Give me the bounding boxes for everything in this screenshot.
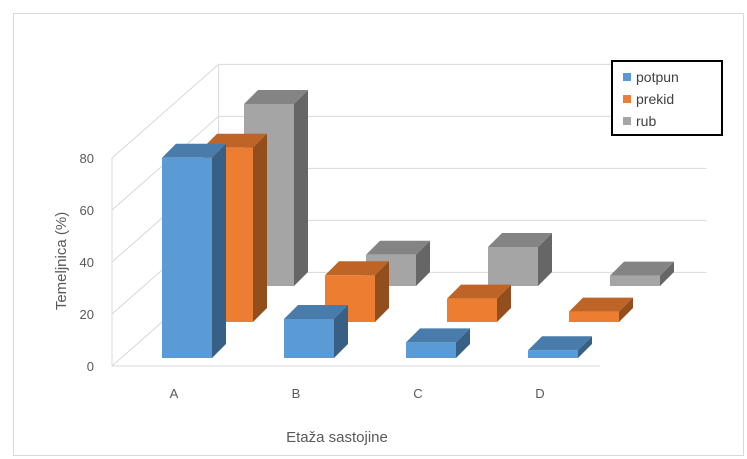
bar-rub-B <box>366 240 430 286</box>
y-axis-title: Temeljnica (%) <box>53 212 70 310</box>
x-tick-label-A: A <box>170 386 179 401</box>
x-axis-title: Etaža sastojine <box>286 429 388 446</box>
x-tick-label-B: B <box>292 386 301 401</box>
legend: potpun prekid rub <box>611 60 723 136</box>
bar-potpun-A <box>162 143 226 358</box>
legend-item-potpun: potpun <box>623 66 721 88</box>
tick-labels: 0 20 40 60 80 A B C D <box>80 151 545 401</box>
y-tick-label-1: 20 <box>80 307 94 322</box>
legend-swatch-rub <box>623 117 631 125</box>
legend-label-potpun: potpun <box>636 69 679 85</box>
bar-potpun-C <box>406 328 470 358</box>
y-tick-label-0: 0 <box>87 359 94 374</box>
bar-rub-C <box>488 233 552 286</box>
legend-item-prekid: prekid <box>623 88 721 110</box>
bar-prekid-C <box>447 284 511 322</box>
bar-potpun-B <box>284 305 348 358</box>
legend-label-prekid: prekid <box>636 91 675 107</box>
bar-prekid-B <box>325 261 389 322</box>
x-tick-label-C: C <box>413 386 422 401</box>
bar-potpun-D <box>528 336 592 358</box>
x-tick-label-D: D <box>535 386 544 401</box>
y-tick-label-3: 60 <box>80 203 94 218</box>
legend-label-rub: rub <box>636 113 657 129</box>
y-tick-label-4: 80 <box>80 151 94 166</box>
legend-item-rub: rub <box>623 110 721 132</box>
bar-rub-D <box>610 261 674 286</box>
chart-frame <box>13 13 744 456</box>
legend-swatch-potpun <box>623 73 631 81</box>
bar-prekid-D <box>569 297 633 322</box>
legend-swatch-prekid <box>623 95 631 103</box>
y-tick-label-2: 40 <box>80 255 94 270</box>
bars-layer <box>162 90 674 358</box>
